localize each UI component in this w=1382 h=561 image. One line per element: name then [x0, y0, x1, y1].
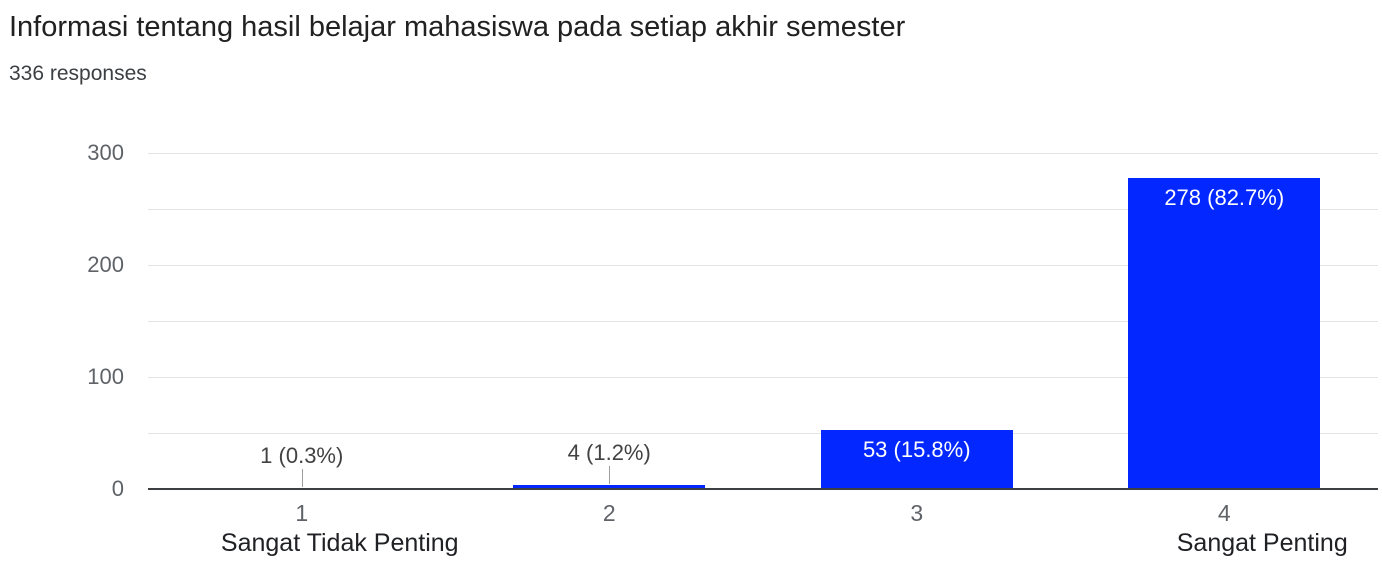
bar-value-label: 1 (0.3%) — [260, 442, 344, 468]
y-tick-label: 300 — [87, 140, 124, 165]
gridline — [148, 209, 1378, 210]
x-tick-label: 4 — [1217, 500, 1231, 526]
y-tick-label: 100 — [87, 364, 124, 389]
value-leader-line — [609, 465, 611, 484]
gridline — [148, 265, 1378, 266]
x-tick-label: 2 — [602, 500, 616, 526]
x-tick-label: 3 — [910, 500, 924, 526]
bar-value-label: 278 (82.7%) — [1164, 184, 1285, 210]
gridline — [148, 433, 1378, 434]
bar-category-3 — [820, 429, 1013, 489]
bar-category-2 — [513, 484, 706, 489]
x-axis-line — [148, 488, 1378, 490]
x-tick-label: 1 — [295, 500, 309, 526]
gridline — [148, 377, 1378, 378]
gridline — [148, 321, 1378, 322]
responses-count: 336 responses — [9, 62, 147, 85]
x-axis-sublabel: Sangat Penting — [1176, 529, 1348, 557]
gridline — [148, 153, 1378, 154]
bar-value-label: 4 (1.2%) — [567, 439, 651, 465]
question-title: Informasi tentang hasil belajar mahasisw… — [9, 11, 906, 43]
bar-value-label: 53 (15.8%) — [862, 436, 971, 462]
x-axis-sublabel: Sangat Tidak Penting — [220, 529, 459, 557]
y-tick-label: 0 — [111, 476, 124, 501]
y-tick-label: 200 — [87, 252, 124, 277]
value-leader-line — [301, 468, 303, 487]
bar-category-4 — [1128, 177, 1321, 489]
